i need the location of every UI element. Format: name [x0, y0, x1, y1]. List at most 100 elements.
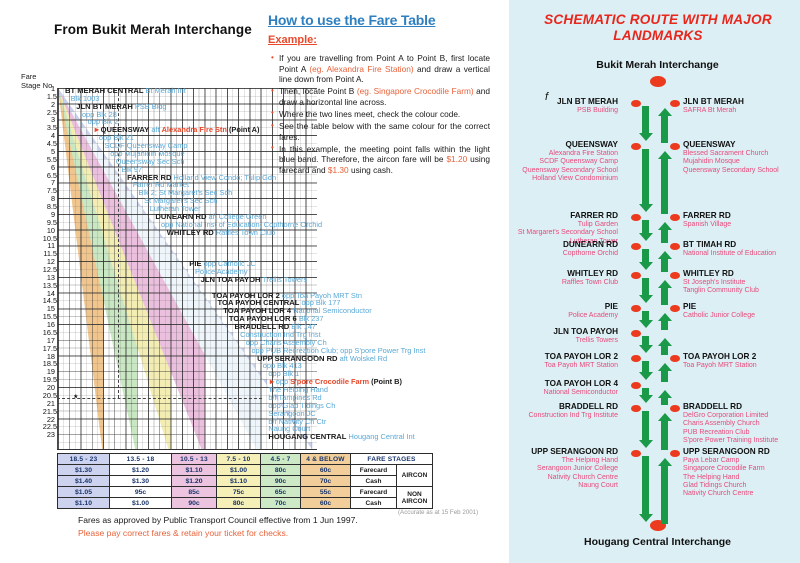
route-arrow-down	[638, 106, 653, 141]
fare-price-cell: 60c	[300, 464, 351, 476]
route-node-landmark-right: Paya Lebar Camp	[683, 457, 740, 464]
fare-band-header: 4.5 - 7	[260, 453, 301, 465]
route-node-name-right: FARRER RD	[683, 211, 731, 220]
route-node-landmark-left: Nativity Church Centre	[547, 473, 618, 481]
example-horizontal-line	[57, 398, 262, 399]
stop-row: HOUGANG CENTRAL Hougang Central Int	[268, 433, 414, 441]
stage-number-gutter: 1 1.5 2 2.5 3 3.5 4 4.5 5 5.5 6 6.5 7 7.5 8 8.5 9 9.5 10 10…	[20, 85, 57, 450]
route-node-landmark-right: Glad Tidings Church	[683, 481, 747, 489]
payment-method-label: Farecard	[350, 464, 397, 476]
stop-row: opp Blk 1	[268, 370, 299, 378]
route-node-landmark-right: Charis Assembly Church	[683, 420, 760, 428]
route-node-landmark-right: Queensway Secondary School	[683, 166, 779, 174]
stop-point-label: (Point B)	[371, 377, 402, 387]
stage-number: 16	[46, 320, 55, 330]
fare-price-cell: 85c	[171, 486, 217, 498]
route-node-name-left: WHITLEY RD	[567, 269, 618, 278]
stop-minor-name: opp Blk 413	[262, 361, 302, 371]
stop-row: opp PUB Recreation Club; opp S'pore Powe…	[251, 345, 426, 355]
route-node-landmark-left: SCDF Queensway Camp	[539, 158, 618, 166]
stop-minor-name: Blk 97	[121, 164, 143, 174]
route-node-name-left: TOA PAYOH LOR 4	[544, 379, 618, 388]
stop-minor-name: opp National Inst of Education; Copthorn…	[161, 219, 323, 229]
stop-major-name: TOA PAYOH CENTRAL	[217, 298, 300, 308]
stage-number: 18.5	[42, 359, 57, 369]
route-node-landmark-left: Serangoon Junior College	[537, 465, 618, 473]
stop-row: The Helping Hand	[268, 386, 328, 394]
stop-major-name: FARRER RD	[127, 172, 172, 182]
stop-major-name: JLN BT MERAH	[76, 101, 133, 111]
stop-minor-name: Police Academy	[194, 267, 248, 276]
fare-price-cell: 60c	[300, 497, 351, 509]
route-arrow-up	[657, 313, 672, 330]
stop-row: PIE opp Catholic JC	[189, 260, 255, 268]
stop-minor-name: opp Toa Payoh MRT Stn	[281, 290, 363, 300]
route-arrow-up	[657, 280, 672, 305]
fare-price-cell: 90c	[171, 497, 217, 509]
fare-price-cell: 55c	[300, 486, 351, 498]
fare-price-cell: 80c	[216, 497, 261, 509]
stage-number: 6.5	[46, 170, 57, 180]
stage-number: 3	[50, 115, 55, 125]
route-node-landmark-left: Holland View Condominium	[532, 174, 618, 182]
stop-row: opp Charis Assembly Ch	[246, 338, 327, 347]
route-node-dot-right	[670, 100, 680, 107]
stop-major-name: DUNEARN RD	[155, 211, 207, 221]
fare-note-approval: Fares as approved by Public Transport Co…	[78, 515, 358, 525]
fare-price-cell: $1.40	[57, 475, 110, 487]
stop-major-name: UPP SERANGOON RD	[257, 353, 338, 363]
fare-band-header: 13.5 - 18	[109, 453, 172, 465]
stop-minor-name: opp Blk 2	[87, 117, 119, 127]
example-intersection-marker: *	[74, 393, 78, 403]
stop-minor-name: Holland View Condo;	[173, 172, 243, 182]
stage-number: 16.5	[42, 327, 57, 337]
stop-major-name: TOA PAYOH LOR 4	[223, 306, 292, 316]
stop-row: opp Blk 2	[88, 118, 119, 126]
stop-row: Lutheran Tower	[150, 205, 201, 213]
stage-number: 12	[46, 257, 55, 267]
stage-number: 22	[46, 414, 55, 424]
route-node-landmark-left: Trellis Towers	[575, 337, 618, 344]
route-node-landmark-right: Tanglin Community Club	[683, 287, 759, 295]
stop-row: opp Mujahidin Mosque	[110, 149, 184, 158]
matrix-baseline	[57, 449, 317, 450]
stop-minor-name: Lutheran Tower	[149, 204, 201, 214]
stop-row: Queensway Sec Sch	[116, 157, 185, 166]
stop-row: BRADDELL RD Blk 147	[235, 323, 316, 331]
route-arrow-down	[638, 336, 653, 353]
route-node-dot-right	[670, 272, 680, 279]
route-node-name-right: BRADDELL RD	[683, 402, 742, 411]
stop-minor-name: Trellis Towers	[262, 274, 308, 284]
stop-row: JLN BT MERAH PSB Bldg	[76, 101, 166, 111]
stage-number: 12.5	[42, 265, 57, 274]
stop-row: SCDF Queensway Camp	[105, 142, 188, 150]
stop-minor-name: opp Glad Tidings Ch	[268, 400, 336, 410]
route-node-landmark-right: Mujahidin Mosque	[683, 158, 740, 166]
stage-number: 11.5	[43, 249, 57, 259]
stop-major-name: JLN TOA PAYOH	[200, 274, 261, 284]
route-node-name-right: PIE	[683, 302, 697, 311]
stage-number: 21	[46, 398, 55, 408]
stop-major-name: WHITLEY RD	[166, 227, 214, 237]
fare-price-cell: 65c	[260, 486, 301, 498]
stop-minor-name: opp Blk 177	[301, 298, 341, 308]
stage-number: 21.5	[42, 406, 57, 416]
stop-row: DUNEARN RD aft College Green	[155, 211, 266, 221]
stop-row: WHITLEY RD Raffles Town Club	[166, 227, 275, 237]
bus-type-label: AIRCON	[396, 464, 433, 487]
route-node-dot-left	[631, 330, 641, 337]
fare-stages-header: FARE STAGES	[350, 453, 433, 465]
stop-minor-name: Farrer Rd Market	[132, 180, 190, 190]
stop-major-name: QUEENSWAY	[100, 125, 150, 135]
stage-number: 20	[46, 383, 55, 393]
route-node-dot-left	[631, 382, 641, 389]
bullet-1-part-b: and draw a vertical line down from Point…	[279, 63, 491, 85]
schematic-top-terminal-label: Bukit Merah Interchange	[596, 59, 719, 71]
route-node-landmark-left: Naung Court	[578, 481, 618, 489]
stop-name-list: BT MERAH CENTRAL Bt Merah Int Blk 1003 J…	[57, 87, 477, 453]
example-vertical-line	[118, 88, 119, 398]
route-node-landmark-right: St Joseph's Institute	[683, 279, 746, 286]
route-arrow-up	[657, 222, 672, 243]
stop-minor-name: opp PUB Recreation Club; opp S'pore Powe…	[251, 345, 426, 355]
stage-number: 19.5	[42, 375, 57, 385]
